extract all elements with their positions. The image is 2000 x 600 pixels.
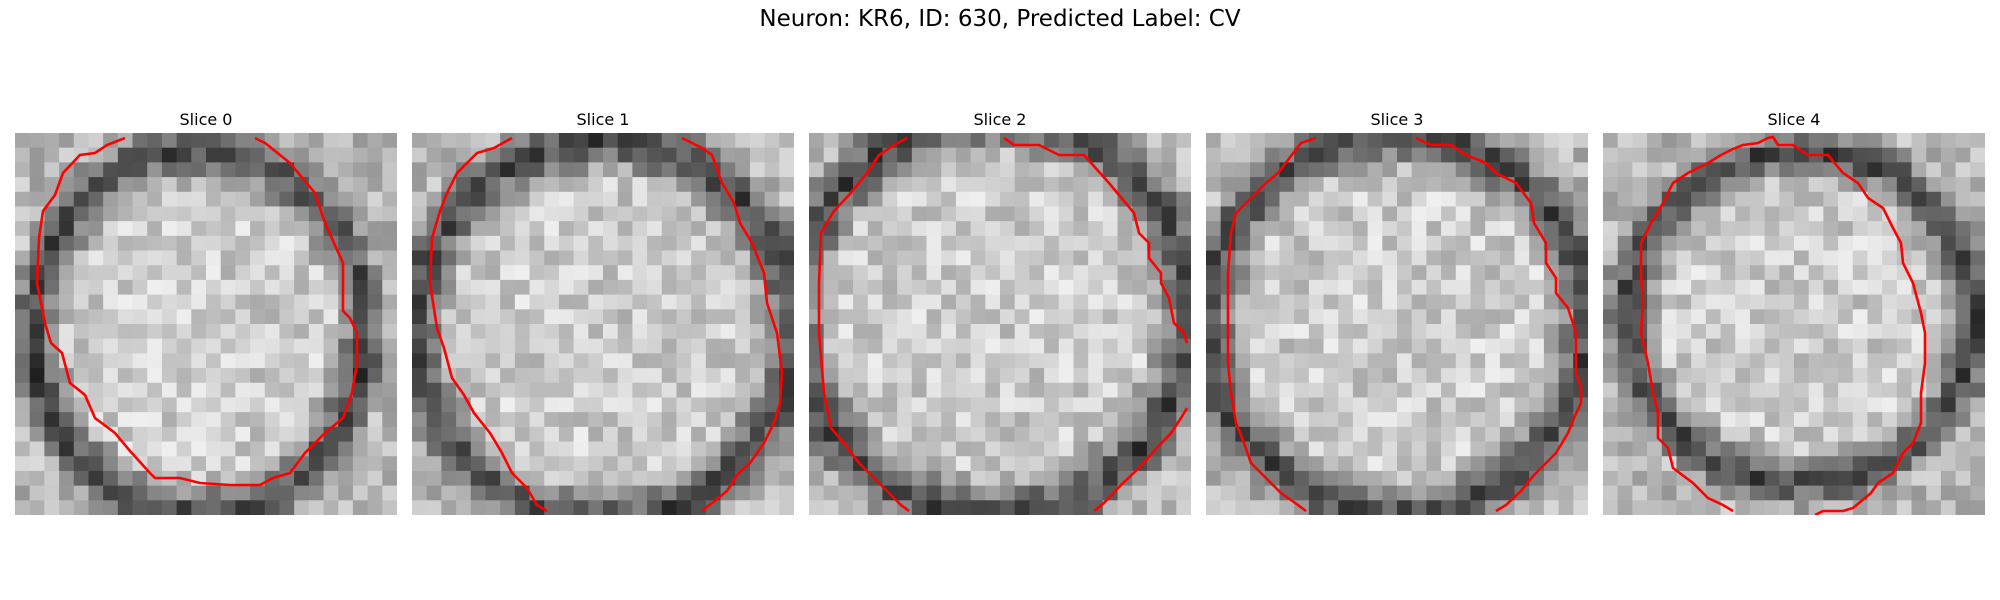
- contour-line-4b: [1720, 135, 1927, 515]
- slice-image-3: [1206, 133, 1588, 515]
- pixel-grid-2: [809, 133, 1191, 515]
- figure-title: Neuron: KR6, ID: 630, Predicted Label: C…: [759, 6, 1241, 32]
- contour-line-1b: [681, 136, 784, 513]
- slice-title-0: Slice 0: [179, 110, 233, 129]
- contour-line-2c: [1093, 407, 1189, 513]
- pixel-grid-0: [15, 133, 397, 515]
- contour-line-3b: [1415, 136, 1583, 513]
- contour-line-4: [1639, 153, 1734, 513]
- slice-image-4: [1603, 133, 1985, 515]
- slice-image-2: [809, 133, 1191, 515]
- pixel-grid-4: [1603, 133, 1985, 515]
- slice-title-3: Slice 3: [1370, 110, 1424, 129]
- pixel-grid-3: [1206, 133, 1588, 515]
- contour-line-3: [1226, 136, 1317, 513]
- contour-line-2b: [1003, 136, 1189, 344]
- slice-image-0: [15, 133, 397, 515]
- contour-line-0: [35, 136, 359, 487]
- slice-image-1: [412, 133, 794, 515]
- contour-line-2: [817, 136, 910, 513]
- contour-line-1: [428, 136, 548, 513]
- slice-title-1: Slice 1: [576, 110, 630, 129]
- slice-title-2: Slice 2: [973, 110, 1027, 129]
- pixel-grid-1: [412, 133, 794, 515]
- slice-title-4: Slice 4: [1767, 110, 1821, 129]
